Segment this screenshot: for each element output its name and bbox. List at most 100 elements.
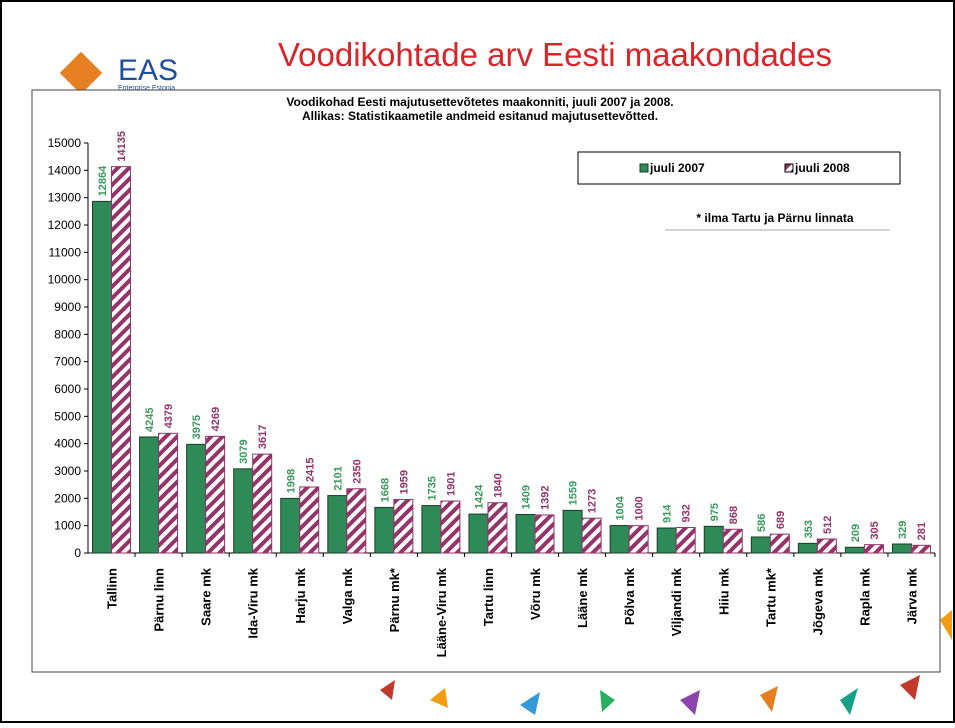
x-tick-label: Tallinn <box>105 568 120 609</box>
bar <box>159 433 178 553</box>
bar <box>112 167 131 553</box>
annotation: * ilma Tartu ja Pärnu linnata <box>696 211 853 225</box>
x-tick-label: Rapla mk <box>857 567 872 626</box>
y-tick-label: 11000 <box>49 245 82 259</box>
logo: EAS <box>118 54 178 87</box>
value-label: 1959 <box>398 470 410 494</box>
y-tick-label: 12000 <box>48 218 82 232</box>
x-tick-label: Harju mk <box>293 567 308 623</box>
x-tick-label: Lääne mk <box>575 567 590 628</box>
value-label: 329 <box>897 521 909 539</box>
x-tick-label: Jõgeva mk <box>810 567 825 635</box>
bar <box>187 444 206 553</box>
value-label: 1409 <box>521 485 533 509</box>
value-label: 4245 <box>144 407 156 431</box>
bar <box>347 489 366 553</box>
value-label: 1901 <box>445 472 457 496</box>
legend-box <box>578 152 900 184</box>
x-tick-label: Võru mk <box>528 567 543 620</box>
value-label: 1424 <box>473 484 485 509</box>
bar <box>676 528 695 553</box>
value-label: 914 <box>662 504 674 523</box>
bar <box>253 454 272 553</box>
bar <box>488 503 507 553</box>
chart-subtitle: Allikas: Statistikaametile andmeid esita… <box>302 109 658 123</box>
y-tick-label: 9000 <box>54 300 81 314</box>
bar <box>394 499 413 553</box>
x-tick-label: Tartu mk* <box>763 567 778 627</box>
x-tick-label: Põlva mk <box>622 567 637 625</box>
y-tick-label: 3000 <box>54 464 81 478</box>
legend-label: juuli 2007 <box>649 161 705 175</box>
y-tick-label: 10000 <box>48 273 82 287</box>
value-label: 4379 <box>163 404 175 428</box>
bar <box>629 526 648 553</box>
page: EAS Enterprise Estonia Voodikohtade arv … <box>0 0 955 728</box>
bar <box>300 487 319 553</box>
value-label: 1735 <box>426 476 438 500</box>
bar <box>469 514 488 553</box>
x-tick-label: Pärnu linn <box>152 568 167 632</box>
value-label: 14135 <box>116 131 128 162</box>
y-tick-label: 2000 <box>54 491 81 505</box>
y-tick-label: 5000 <box>54 409 81 423</box>
x-tick-label: Ida-Viru mk <box>246 567 261 638</box>
bar <box>770 534 789 553</box>
bar <box>516 514 535 553</box>
bar <box>723 529 742 553</box>
bar <box>563 510 582 553</box>
bar <box>582 518 601 553</box>
bar <box>864 545 883 553</box>
y-tick-label: 8000 <box>54 327 81 341</box>
bar <box>751 537 770 553</box>
bar <box>704 526 723 553</box>
bar <box>93 201 112 553</box>
value-label: 12864 <box>97 165 109 196</box>
value-label: 1392 <box>540 485 552 509</box>
legend-swatch <box>640 164 648 172</box>
value-label: 2101 <box>332 466 344 490</box>
value-label: 1998 <box>285 469 297 493</box>
legend-label: juuli 2008 <box>794 161 850 175</box>
bar <box>845 547 864 553</box>
value-label: 689 <box>775 511 787 529</box>
bar <box>422 506 441 553</box>
chart-title: Voodikohad Eesti majutusettevõtetes maak… <box>286 95 673 109</box>
y-tick-label: 15000 <box>48 136 82 150</box>
value-label: 1840 <box>492 473 504 497</box>
value-label: 2350 <box>351 459 363 483</box>
x-tick-label: Järva mk <box>904 567 919 624</box>
bar <box>798 543 817 553</box>
value-label: 932 <box>681 504 693 522</box>
value-label: 1004 <box>615 495 627 520</box>
y-tick-label: 0 <box>74 546 81 560</box>
legend-swatch <box>785 164 793 172</box>
value-label: 4269 <box>210 407 222 431</box>
bar <box>911 545 930 553</box>
value-label: 2415 <box>304 458 316 482</box>
value-label: 512 <box>822 516 834 534</box>
x-tick-label: Viljandi mk <box>669 567 684 636</box>
value-label: 975 <box>709 503 721 521</box>
x-tick-label: Hiiu mk <box>716 567 731 615</box>
y-tick-label: 4000 <box>54 437 81 451</box>
bar <box>441 501 460 553</box>
value-label: 1668 <box>379 478 391 502</box>
bar <box>206 436 225 553</box>
y-tick-label: 14000 <box>48 163 82 177</box>
slide: EAS Enterprise Estonia Voodikohtade arv … <box>0 0 955 723</box>
value-label: 209 <box>850 524 862 542</box>
value-label: 305 <box>869 521 881 539</box>
value-label: 1000 <box>634 496 646 520</box>
value-label: 3975 <box>191 415 203 439</box>
slide-title: Voodikohtade arv Eesti maakondades <box>278 36 832 73</box>
value-label: 868 <box>728 506 740 524</box>
y-tick-label: 1000 <box>54 519 81 533</box>
value-label: 1559 <box>568 481 580 505</box>
x-tick-label: Valga mk <box>340 567 355 624</box>
bar <box>234 469 253 553</box>
value-label: 3079 <box>238 439 250 463</box>
bar <box>657 528 676 553</box>
x-tick-label: Lääne-Viru mk <box>434 567 449 657</box>
bar <box>817 539 836 553</box>
